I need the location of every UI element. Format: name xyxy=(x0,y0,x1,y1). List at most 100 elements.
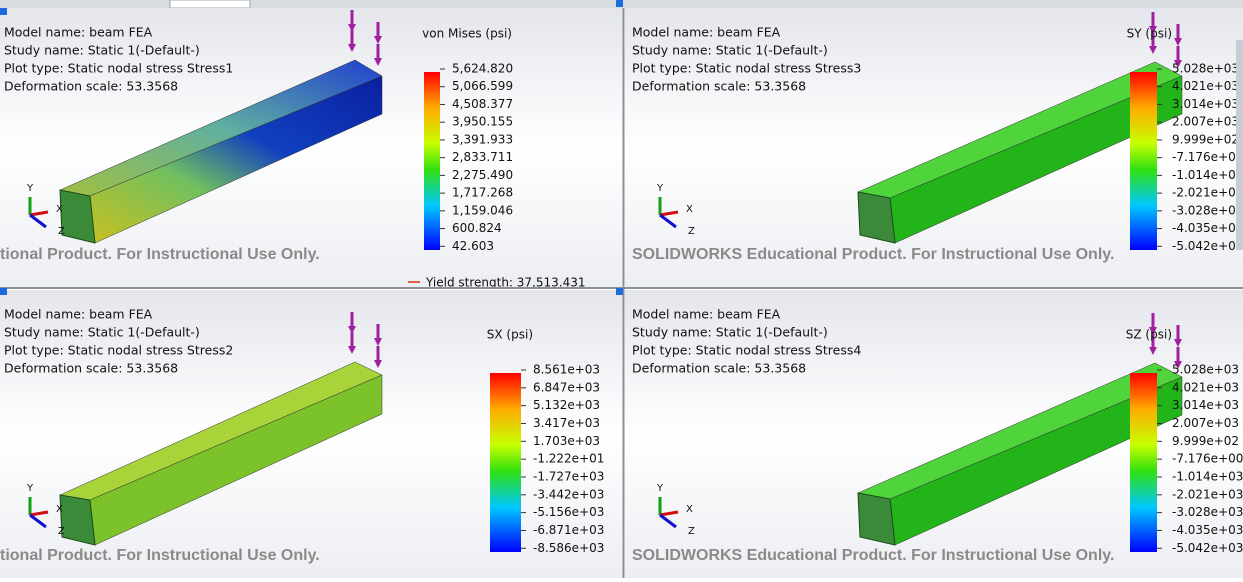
info-line: Plot type: Static nodal stress Stress2 xyxy=(4,343,233,358)
triad-x xyxy=(29,510,49,517)
side-toolbar xyxy=(1236,40,1243,250)
legend-label: 5.132e+03 xyxy=(533,398,600,412)
legend-label: 9.999e+02 xyxy=(1172,434,1239,448)
legend-label: 4,508.377 xyxy=(452,97,513,111)
legend-label: 1,159.046 xyxy=(452,203,513,217)
legend-label: 1.703e+03 xyxy=(533,434,600,448)
load-arrow-head xyxy=(1149,327,1157,335)
color-bar xyxy=(490,373,521,552)
color-bar xyxy=(424,72,440,250)
info-line: Study name: Static 1(-Default-) xyxy=(4,325,200,340)
legend-label: 3,950.155 xyxy=(452,115,513,129)
active-tab[interactable] xyxy=(169,0,251,9)
beam-end xyxy=(857,191,896,244)
load-arrow-head xyxy=(374,360,382,368)
legend-label: -3.028e+03 xyxy=(1172,505,1243,519)
info-line: Model name: beam FEA xyxy=(632,307,781,322)
legend-label: -8.586e+03 xyxy=(533,541,604,555)
triad-z xyxy=(29,213,47,229)
beam-end xyxy=(59,494,96,546)
legend-label: 2,833.711 xyxy=(452,150,513,164)
legend-label: 2.007e+03 xyxy=(1172,416,1239,430)
legend-label: -4.035e+03 xyxy=(1172,523,1243,537)
info-line: Study name: Static 1(-Default-) xyxy=(632,43,828,58)
legend-label: 5.028e+03 xyxy=(1172,62,1239,76)
watermark: tional Product. For Instructional Use On… xyxy=(0,246,320,263)
viewport-corner xyxy=(0,288,7,295)
triad-z xyxy=(659,513,677,529)
triad-x xyxy=(659,510,679,517)
viewport-corner xyxy=(616,0,623,7)
load-arrow-head xyxy=(1149,347,1157,355)
viewport xyxy=(0,8,623,287)
legend-label: 3.417e+03 xyxy=(533,416,600,430)
load-arrow-head xyxy=(374,36,382,44)
legend-title: SY (psi) xyxy=(1127,27,1172,41)
triad-label: X xyxy=(686,504,693,515)
legend-label: 6.847e+03 xyxy=(533,380,600,394)
legend-label: 42.603 xyxy=(452,239,494,253)
legend-label: -3.442e+03 xyxy=(533,487,604,501)
triad-label: Y xyxy=(656,183,664,194)
load-arrow-head xyxy=(1174,339,1182,347)
beam-end xyxy=(857,492,896,546)
load-arrow-head xyxy=(348,346,356,354)
legend-label: 1,717.268 xyxy=(452,186,513,200)
load-arrow-head xyxy=(1174,361,1182,369)
triad-label: Z xyxy=(58,526,65,537)
viewport-corner xyxy=(616,288,623,295)
legend-label: -5.156e+03 xyxy=(533,505,604,519)
triad-label: Y xyxy=(26,483,34,494)
legend-label: 2.007e+03 xyxy=(1172,115,1239,129)
legend-label: -4.035e+03 xyxy=(1172,221,1243,235)
info-line: Model name: beam FEA xyxy=(4,307,153,322)
legend-label: 600.824 xyxy=(452,221,502,235)
triad-x xyxy=(659,210,679,217)
legend-label: -1.222e+01 xyxy=(533,452,604,466)
info-line: Deformation scale: 53.3568 xyxy=(632,361,806,376)
info-line: Study name: Static 1(-Default-) xyxy=(4,43,200,58)
yield-strength: Yield strength: 37,513.431 xyxy=(425,276,586,290)
legend-label: 9.999e+02 xyxy=(1172,132,1239,146)
info-line: Plot type: Static nodal stress Stress4 xyxy=(632,343,861,358)
legend-label: -3.028e+03 xyxy=(1172,203,1243,217)
watermark: SOLIDWORKS Educational Product. For Inst… xyxy=(632,246,1114,263)
legend-label: 5.028e+03 xyxy=(1172,363,1239,377)
triad-label: Z xyxy=(688,526,695,537)
legend-label: -7.176e+00 xyxy=(1172,452,1243,466)
triad-label: Z xyxy=(58,226,65,237)
legend-label: 5,624.820 xyxy=(452,62,513,76)
legend-title: SZ (psi) xyxy=(1126,328,1172,342)
legend-label: 4.021e+03 xyxy=(1172,79,1239,93)
legend-label: 3,391.933 xyxy=(452,132,513,146)
triad-label: Z xyxy=(688,226,695,237)
info-line: Model name: beam FEA xyxy=(632,25,781,40)
legend-label: 8.561e+03 xyxy=(533,363,600,377)
load-arrow-head xyxy=(348,24,356,32)
info-line: Deformation scale: 53.3568 xyxy=(4,361,178,376)
legend-title: SX (psi) xyxy=(487,328,533,342)
load-arrow-head xyxy=(348,326,356,334)
watermark: SOLIDWORKS Educational Product. For Inst… xyxy=(632,547,1114,564)
color-bar xyxy=(1130,72,1157,250)
watermark: tional Product. For Instructional Use On… xyxy=(0,547,320,564)
triad-label: X xyxy=(686,204,693,215)
load-arrow-head xyxy=(1174,38,1182,46)
viewport-corner xyxy=(0,8,7,15)
legend-label: -1.014e+03 xyxy=(1172,168,1243,182)
legend-label: 3.014e+03 xyxy=(1172,97,1239,111)
color-bar xyxy=(1130,373,1157,552)
legend-label: -5.042e+03 xyxy=(1172,239,1243,253)
legend-label: -1.014e+03 xyxy=(1172,469,1243,483)
info-line: Plot type: Static nodal stress Stress3 xyxy=(632,61,861,76)
legend-label: 3.014e+03 xyxy=(1172,398,1239,412)
load-arrow-head xyxy=(1149,26,1157,34)
info-line: Study name: Static 1(-Default-) xyxy=(632,325,828,340)
triad-x xyxy=(29,210,49,217)
triad-label: Y xyxy=(656,483,664,494)
legend-label: -2.021e+03 xyxy=(1172,186,1243,200)
triad-z xyxy=(29,513,47,529)
info-line: Model name: beam FEA xyxy=(4,25,153,40)
